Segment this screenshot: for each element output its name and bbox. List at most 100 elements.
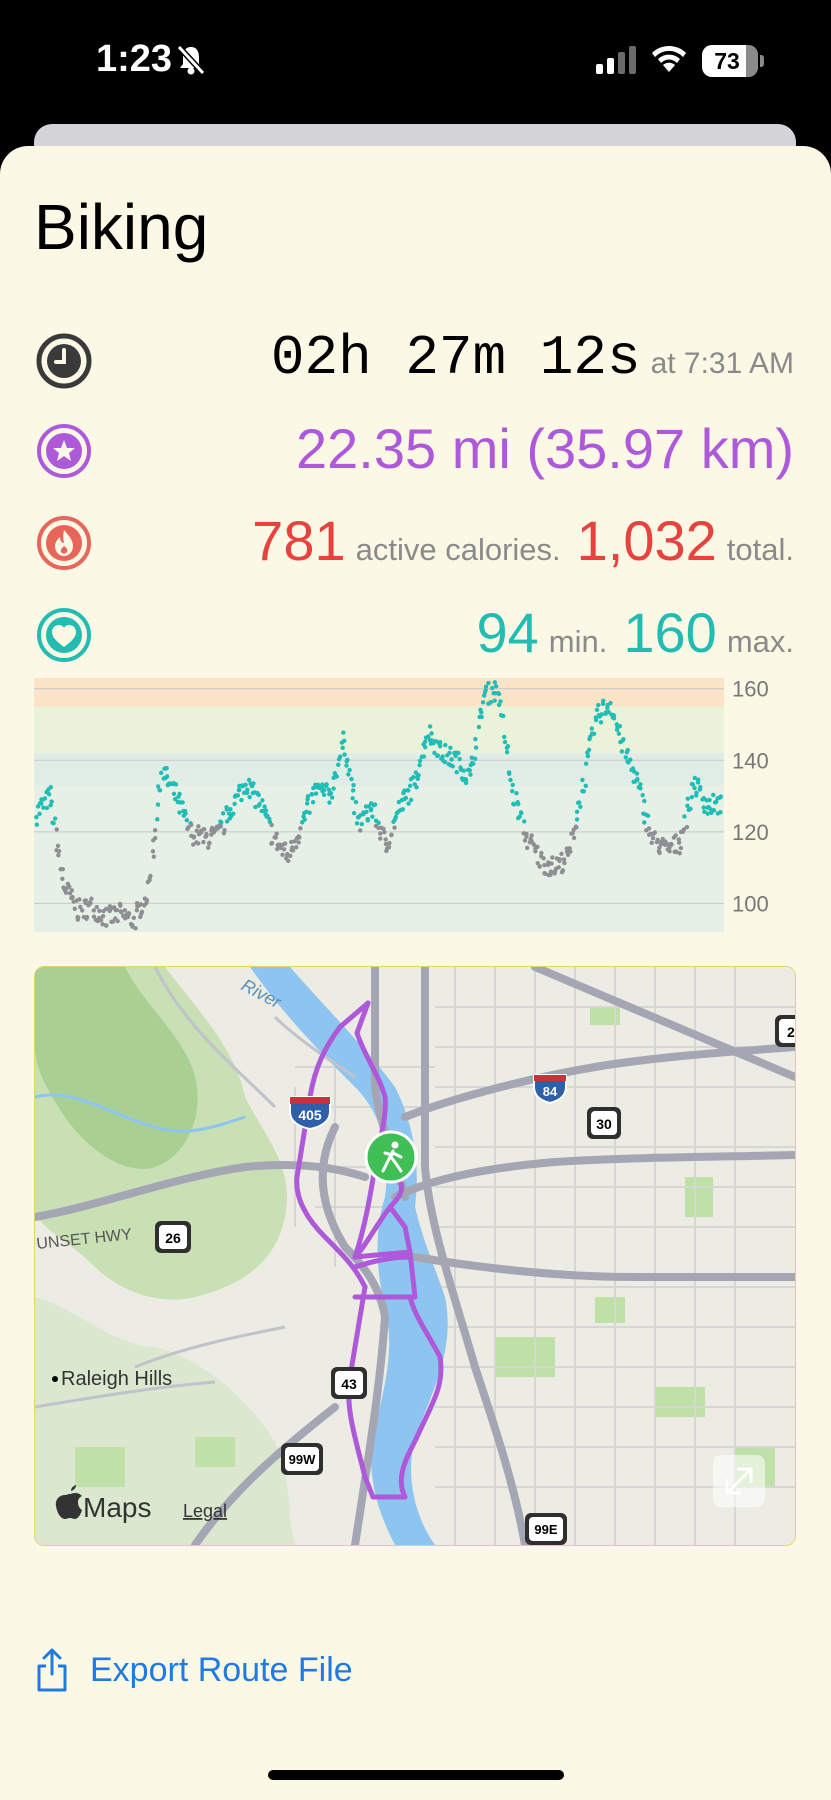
hr-sample-point bbox=[427, 724, 433, 729]
route-map[interactable]: 405 84 30 26 43 99W bbox=[34, 966, 796, 1546]
hr-sample-point bbox=[562, 860, 567, 866]
or99w-shield: 99W bbox=[281, 1443, 323, 1475]
hr-sample-point bbox=[389, 832, 394, 837]
hr-sample-point bbox=[692, 785, 697, 791]
hr-sample-point bbox=[148, 873, 153, 879]
hr-sample-point bbox=[585, 753, 591, 759]
hr-sample-point bbox=[598, 720, 604, 725]
hr-sample-point bbox=[616, 731, 622, 736]
hr-sample-point bbox=[37, 811, 42, 816]
hr-sample-point bbox=[543, 871, 548, 877]
hr-sample-point bbox=[677, 851, 682, 856]
hr-sample-point bbox=[625, 747, 630, 753]
battery-cap bbox=[760, 55, 764, 67]
hr-sample-point bbox=[493, 684, 499, 689]
hr-sample-point bbox=[49, 799, 54, 804]
hr-sample-point bbox=[48, 785, 54, 790]
hr-sample-point bbox=[290, 848, 296, 853]
export-route-label: Export Route File bbox=[90, 1650, 353, 1689]
hr-sample-point bbox=[450, 764, 456, 769]
hr-sample-point bbox=[382, 829, 387, 835]
hr-sample-point bbox=[470, 761, 476, 766]
heart-rate-tick-labels: 100 120 140 160 bbox=[732, 678, 769, 916]
hr-sample-point bbox=[635, 776, 640, 782]
hr-sample-point bbox=[606, 709, 612, 715]
hr-sample-point bbox=[342, 752, 347, 757]
hr-sample-point bbox=[218, 824, 224, 829]
hr-sample-point bbox=[621, 736, 626, 742]
hr-sample-point bbox=[463, 780, 469, 786]
hr-sample-point bbox=[692, 775, 698, 781]
hr-sample-point bbox=[245, 787, 250, 792]
hr-sample-point bbox=[228, 807, 233, 812]
hr-sample-point bbox=[480, 700, 486, 705]
hr-sample-point bbox=[354, 821, 360, 826]
heart-rate-max-value: 160 bbox=[623, 601, 717, 664]
hr-sample-point bbox=[177, 810, 182, 815]
hr-sample-point bbox=[642, 798, 647, 804]
hr-sample-point bbox=[219, 820, 224, 825]
hr-sample-point bbox=[251, 781, 256, 786]
star-icon bbox=[37, 424, 91, 478]
hr-sample-point bbox=[417, 762, 422, 768]
hr-sample-point bbox=[365, 817, 370, 822]
hr-sample-point bbox=[608, 700, 613, 706]
hr-sample-point bbox=[307, 810, 312, 815]
active-calories-label: active calories. bbox=[355, 532, 561, 567]
hr-sample-point bbox=[705, 811, 710, 816]
hr-sample-point bbox=[423, 739, 428, 744]
highways bbox=[35, 967, 356, 1409]
hr-sample-point bbox=[224, 819, 230, 824]
hr-sample-point bbox=[183, 811, 188, 816]
hr-sample-point bbox=[678, 845, 684, 851]
hr-sample-point bbox=[546, 860, 551, 865]
hr-sample-point bbox=[406, 788, 411, 793]
share-icon bbox=[37, 1648, 67, 1692]
hr-sample-point bbox=[304, 801, 310, 806]
us26-shield: 26 bbox=[155, 1221, 191, 1253]
hr-sample-point bbox=[486, 680, 491, 686]
battery-indicator: 73 bbox=[702, 45, 758, 77]
hr-sample-point bbox=[718, 794, 724, 799]
hr-sample-point bbox=[151, 854, 157, 859]
hr-sample-point bbox=[35, 804, 41, 809]
hr-sample-point bbox=[577, 800, 582, 805]
hr-sample-point bbox=[549, 861, 554, 866]
us30-shield: 30 bbox=[587, 1107, 621, 1139]
hr-sample-point bbox=[516, 801, 521, 807]
export-route-button[interactable]: Export Route File bbox=[34, 1640, 353, 1700]
hr-sample-point bbox=[649, 840, 654, 845]
hr-sample-point bbox=[231, 811, 236, 816]
hr-sample-point bbox=[676, 837, 682, 842]
hr-sample-point bbox=[269, 822, 274, 828]
hr-sample-point bbox=[122, 908, 128, 913]
heart-rate-zones bbox=[34, 678, 724, 932]
hr-sample-point bbox=[222, 827, 227, 833]
hr-sample-point bbox=[449, 757, 454, 762]
hr-sample-point bbox=[535, 844, 540, 850]
hr-sample-point bbox=[645, 813, 651, 818]
hr-sample-point bbox=[463, 777, 469, 783]
hr-tick-label: 120 bbox=[732, 820, 769, 845]
hr-sample-point bbox=[361, 811, 366, 817]
hr-sample-point bbox=[345, 757, 350, 762]
hr-sample-point bbox=[502, 734, 507, 740]
hr-sample-point bbox=[437, 739, 443, 745]
hr-sample-point bbox=[144, 898, 150, 903]
hr-sample-point bbox=[393, 814, 399, 820]
hr-sample-point bbox=[556, 865, 562, 870]
hr-sample-point bbox=[535, 860, 540, 866]
hr-sample-point bbox=[46, 792, 52, 797]
edge-shield-label: 2 bbox=[787, 1024, 795, 1040]
hr-sample-point bbox=[336, 762, 341, 768]
home-indicator[interactable] bbox=[268, 1770, 564, 1780]
hr-sample-point bbox=[89, 896, 94, 901]
hr-sample-point bbox=[134, 908, 140, 913]
hr-sample-point bbox=[256, 792, 261, 798]
hr-sample-point bbox=[131, 915, 137, 921]
hr-sample-point bbox=[619, 749, 625, 754]
hr-sample-point bbox=[378, 836, 383, 841]
hr-sample-point bbox=[423, 744, 428, 750]
hr-sample-point bbox=[320, 782, 325, 787]
hr-sample-point bbox=[273, 835, 278, 840]
